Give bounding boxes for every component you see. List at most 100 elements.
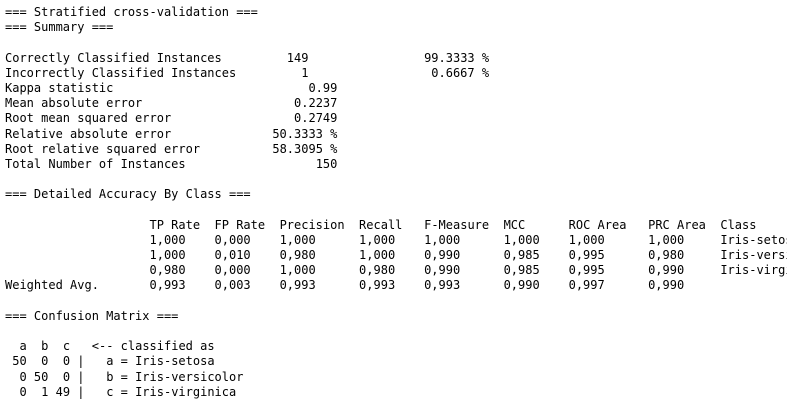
accuracy-cell: 1,000 <box>648 232 685 247</box>
accuracy-cell: 0,980 <box>279 248 316 262</box>
confusion-count: 0 <box>62 354 71 369</box>
confusion-count: 0 <box>19 384 27 399</box>
accuracy-cell: 0,993 <box>424 278 461 293</box>
confusion-row: 0 50 0 | b = Iris-versicolor <box>19 369 244 384</box>
summary-label: Correctly Classified Instances <box>5 50 222 65</box>
accuracy-heading-line: === Detailed Accuracy By Class === <box>5 187 787 202</box>
cv-title: === Stratified cross-validation === <box>5 5 258 19</box>
confusion-heading-line: === Confusion Matrix === <box>5 309 787 324</box>
summary-value: 0.99 <box>308 80 338 95</box>
accuracy-col-header: TP Rate <box>149 217 201 232</box>
summary-value: 149 <box>286 50 309 65</box>
summary-value: 150 <box>315 156 338 171</box>
confusion-header-row: a b c <-- classified as <box>5 339 787 354</box>
summary-value: 0.2749 <box>294 111 338 126</box>
confusion-row-label: b = Iris-versicolor <box>106 369 244 384</box>
accuracy-heading: === Detailed Accuracy By Class === <box>5 187 251 202</box>
accuracy-cell: Iris-virginica <box>720 263 787 278</box>
accuracy-row: 0,980 0,000 1,000 0,980 0,990 0,985 0,99… <box>5 263 787 278</box>
summary-value: 58.3095 % <box>272 141 338 156</box>
confusion-count: 0 <box>41 354 49 369</box>
summary-row: Mean absolute error 0.2237 <box>5 96 787 111</box>
confusion-count: 1 <box>41 384 49 399</box>
accuracy-col-header: PRC Area <box>648 217 706 232</box>
accuracy-cell: Iris-setosa <box>720 232 787 247</box>
accuracy-cell: 0,010 <box>214 248 251 262</box>
accuracy-col-header: FP Rate <box>214 217 266 232</box>
summary-value: 50.3333 % <box>272 126 338 141</box>
summary-row: Root mean squared error 0.2749 <box>5 111 787 126</box>
confusion-col-letter: a <box>19 339 27 354</box>
accuracy-cell: 1,000 <box>359 248 396 262</box>
accuracy-cell: 1,000 <box>568 232 605 247</box>
accuracy-cell: 0,995 <box>568 263 605 278</box>
confusion-count: 50 <box>33 369 49 384</box>
accuracy-cell: 0,980 <box>149 263 186 278</box>
accuracy-cell: 1,000 <box>279 263 316 278</box>
accuracy-cell: 0,990 <box>648 278 685 293</box>
classifier-output-text: === Stratified cross-validation === === S… <box>5 5 787 400</box>
accuracy-cell: 0,003 <box>214 278 251 293</box>
accuracy-col-header: Recall <box>359 217 403 232</box>
accuracy-cell: 0,000 <box>214 232 251 247</box>
accuracy-header-row: TP Rate FP Rate Precision Recall F-Measu… <box>5 218 787 233</box>
accuracy-cell: 1,000 <box>359 232 396 247</box>
accuracy-cell: 0,997 <box>568 278 605 293</box>
blank-line <box>5 202 787 217</box>
summary-value: 0.2237 <box>294 96 338 111</box>
accuracy-cell: 0,990 <box>503 278 540 293</box>
accuracy-cell: 1,000 <box>149 248 186 262</box>
accuracy-cell: 0,993 <box>279 278 316 293</box>
summary-value: 1 <box>301 65 309 80</box>
accuracy-cell: 1,000 <box>503 232 540 247</box>
accuracy-cell: Iris-versicolor <box>720 248 787 262</box>
accuracy-row: 1,000 0,010 0,980 1,000 0,990 0,985 0,99… <box>5 248 787 263</box>
summary-percent: 99.3333 % <box>424 50 490 65</box>
section-title: === Stratified cross-validation === <box>5 5 787 20</box>
summary-row: Root relative squared error 58.3095 % <box>5 142 787 157</box>
summary-label: Incorrectly Classified Instances <box>5 65 237 80</box>
confusion-row: 0 1 49 | c = Iris-virginica <box>19 384 237 399</box>
confusion-count: 0 <box>19 369 27 384</box>
summary-label: Mean absolute error <box>5 96 143 111</box>
accuracy-cell: 0,990 <box>424 248 461 262</box>
confusion-count: 0 <box>62 369 71 384</box>
accuracy-cell: 0,995 <box>568 248 605 262</box>
confusion-row-label: a = Iris-setosa <box>106 354 215 369</box>
blank-line <box>5 324 787 339</box>
accuracy-cell: 0,000 <box>214 263 251 278</box>
blank-line <box>5 172 787 187</box>
summary-label: Relative absolute error <box>5 126 172 141</box>
accuracy-cell: 0,993 <box>149 278 186 293</box>
accuracy-col-header: Class <box>720 217 757 232</box>
accuracy-row: Weighted Avg. 0,993 0,003 0,993 0,993 0,… <box>5 278 787 293</box>
confusion-row: 50 0 0 | a = Iris-setosa <box>12 354 215 369</box>
summary-label: Root mean squared error <box>5 111 172 126</box>
summary-row: Incorrectly Classified Instances 1 0.666… <box>5 66 787 81</box>
accuracy-cell: 1,000 <box>149 232 186 247</box>
confusion-count: 49 <box>55 384 71 399</box>
accuracy-cell: 0,980 <box>359 263 396 278</box>
confusion-row-label: c = Iris-virginica <box>106 384 237 399</box>
summary-row: Relative absolute error 50.3333 % <box>5 127 787 142</box>
accuracy-col-header: ROC Area <box>568 217 627 232</box>
summary-heading-line: === Summary === <box>5 20 787 35</box>
accuracy-cell: 1,000 <box>424 232 461 247</box>
summary-row: Correctly Classified Instances 149 99.33… <box>5 51 787 66</box>
accuracy-cell: 0,985 <box>503 263 540 278</box>
accuracy-col-header: MCC <box>503 217 526 232</box>
summary-label: Kappa statistic <box>5 80 114 95</box>
summary-row: Total Number of Instances 150 <box>5 157 787 172</box>
confusion-header-note: <-- classified as <box>91 339 215 354</box>
summary-heading: === Summary === <box>5 20 114 35</box>
accuracy-cell: 1,000 <box>279 232 316 247</box>
confusion-col-letter: c <box>62 339 71 354</box>
summary-percent: 0.6667 % <box>431 65 490 80</box>
accuracy-cell: 0,980 <box>648 248 685 262</box>
summary-label: Root relative squared error <box>5 141 201 156</box>
accuracy-cell: 0,990 <box>424 263 461 278</box>
confusion-col-letter: b <box>41 339 49 354</box>
summary-label: Total Number of Instances <box>5 156 186 171</box>
accuracy-cell: 0,990 <box>648 263 685 278</box>
accuracy-row-label: Weighted Avg. <box>5 278 99 293</box>
